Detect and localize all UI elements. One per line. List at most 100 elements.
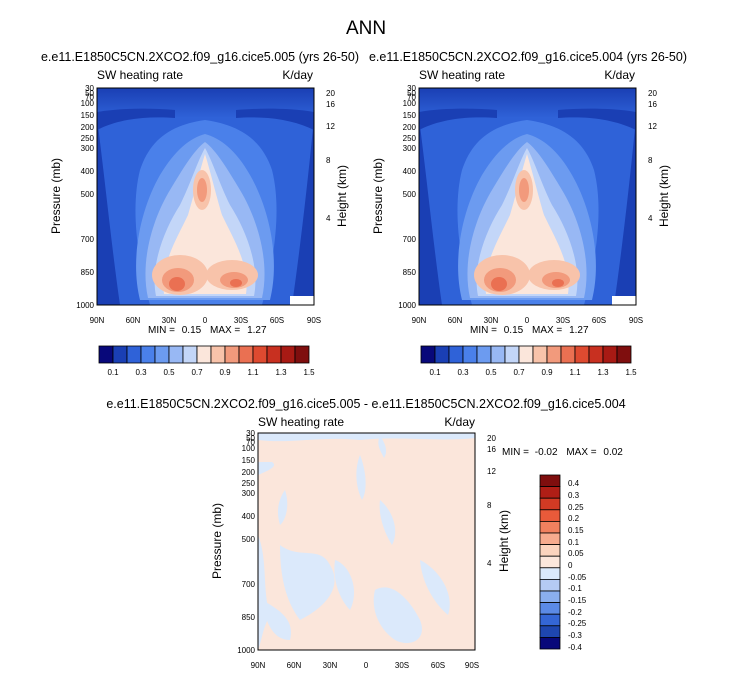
- colorbar-swatch: [539, 521, 561, 534]
- colorbar-label: 1.3: [597, 368, 609, 377]
- y-tick: 70: [246, 438, 255, 447]
- colorbar-label: 0: [568, 561, 573, 570]
- y-tick: 850: [242, 613, 256, 622]
- colorbar-swatch: [539, 579, 561, 592]
- panel-right-colorbar-labels: 0.1 0.3 0.5 0.7 0.9 1.1 1.3 1.5: [429, 368, 637, 377]
- colorbar-label: 0.3: [568, 491, 580, 500]
- y-tick: 30: [85, 84, 94, 93]
- max-label: MAX =: [210, 325, 240, 336]
- panel-diff-colorbar-labels: 0.4 0.3 0.25 0.2 0.15 0.1 0.05 0 -0.05 -…: [568, 479, 587, 652]
- max-value: 1.27: [247, 325, 267, 336]
- min-value: 0.15: [182, 325, 202, 336]
- height-tick: 16: [487, 445, 496, 454]
- colorbar-swatch: [574, 345, 590, 364]
- x-tick: 30S: [556, 316, 570, 325]
- colorbar-swatch: [616, 345, 632, 364]
- colorbar-swatch: [420, 345, 436, 364]
- colorbar-label: 1.1: [569, 368, 581, 377]
- panel-left-y-ticks: 30 50 70 100 150 200 250 300 400 500 700…: [76, 84, 94, 310]
- y-tick: 700: [242, 580, 256, 589]
- panel-left-variable: SW heating rate: [97, 68, 183, 82]
- panel-diff-right-ticks: 20 16 12 8 4: [487, 434, 496, 568]
- y-tick: 850: [81, 268, 95, 277]
- colorbar-swatch: [539, 474, 561, 488]
- colorbar-swatch: [280, 345, 296, 364]
- colorbar-swatch: [539, 602, 561, 615]
- y-tick: 300: [242, 489, 256, 498]
- colorbar-swatch: [539, 486, 561, 499]
- x-tick: 90S: [307, 316, 321, 325]
- panel-left-title: e.e11.E1850C5CN.2XCO2.f09_g16.cice5.005 …: [41, 50, 359, 64]
- y-tick: 150: [403, 111, 417, 120]
- x-tick: 0: [203, 316, 208, 325]
- panel-diff-field: [258, 433, 475, 650]
- x-tick: 30S: [395, 661, 409, 670]
- colorbar-label: 1.3: [275, 368, 287, 377]
- y-tick: 500: [242, 535, 256, 544]
- x-tick: 30N: [323, 661, 338, 670]
- height-tick: 8: [326, 156, 331, 165]
- panel-left-ylabel-right: Height (km): [335, 165, 349, 227]
- x-tick: 90N: [251, 661, 266, 670]
- page-title: ANN: [346, 18, 386, 39]
- panel-right: e.e11.E1850C5CN.2XCO2.f09_g16.cice5.004 …: [369, 50, 687, 377]
- panel-diff-ylabel: Pressure (mb): [210, 503, 224, 579]
- colorbar-swatch: [294, 345, 310, 364]
- panel-diff-units: K/day: [444, 415, 475, 429]
- y-tick: 200: [81, 123, 95, 132]
- colorbar-swatch: [539, 567, 561, 580]
- y-tick: 50: [246, 434, 255, 443]
- colorbar-swatch: [266, 345, 282, 364]
- min-value: 0.15: [504, 325, 524, 336]
- colorbar-swatch: [126, 345, 142, 364]
- colorbar-swatch: [462, 345, 478, 364]
- y-tick: 250: [403, 134, 417, 143]
- min-label: MIN =: [502, 447, 529, 458]
- colorbar-swatch: [448, 345, 464, 364]
- colorbar-swatch: [476, 345, 492, 364]
- height-tick: 20: [326, 89, 335, 98]
- panel-diff-title: e.e11.E1850C5CN.2XCO2.f09_g16.cice5.005 …: [106, 397, 625, 411]
- colorbar-label: 0.25: [568, 503, 584, 512]
- height-tick: 4: [487, 559, 492, 568]
- y-tick: 1000: [76, 301, 94, 310]
- colorbar-label: 1.5: [303, 368, 315, 377]
- colorbar-swatch: [588, 345, 604, 364]
- colorbar-swatch: [210, 345, 226, 364]
- panel-right-ylabel: Pressure (mb): [371, 158, 385, 234]
- colorbar-swatch: [539, 613, 561, 627]
- panel-right-field: [419, 88, 636, 305]
- colorbar-swatch: [112, 345, 128, 364]
- colorbar-label: -0.25: [568, 619, 587, 628]
- y-tick: 100: [81, 99, 95, 108]
- y-tick: 500: [403, 190, 417, 199]
- x-tick: 60S: [270, 316, 284, 325]
- y-tick: 300: [81, 144, 95, 153]
- height-tick: 16: [648, 100, 657, 109]
- height-tick: 12: [648, 122, 657, 131]
- x-tick: 60N: [126, 316, 141, 325]
- colorbar-swatch: [98, 345, 114, 364]
- y-tick: 200: [403, 123, 417, 132]
- height-tick: 8: [648, 156, 653, 165]
- x-tick: 30S: [234, 316, 248, 325]
- colorbar-swatch: [154, 345, 170, 364]
- y-tick: 500: [81, 190, 95, 199]
- panel-right-right-ticks: 20 16 12 8 4: [648, 89, 657, 223]
- y-tick: 1000: [237, 646, 255, 655]
- colorbar-label: 0.9: [541, 368, 553, 377]
- y-tick: 30: [407, 84, 416, 93]
- panel-left-x-ticks: 90N 60N 30N 0 30S 60S 90S: [90, 316, 321, 325]
- panel-right-variable: SW heating rate: [419, 68, 505, 82]
- panel-left-colorbar-labels: 0.1 0.3 0.5 0.7 0.9 1.1 1.3 1.5: [107, 368, 315, 377]
- y-tick: 700: [81, 235, 95, 244]
- panel-right-y-ticks: 30 50 70 100 150 200 250 300 400 500 700…: [398, 84, 416, 310]
- y-tick: 700: [403, 235, 417, 244]
- colorbar-swatch: [539, 590, 561, 604]
- colorbar-label: 0.1: [429, 368, 441, 377]
- colorbar-label: 0.7: [191, 368, 203, 377]
- colorbar-swatch: [518, 345, 534, 364]
- x-tick: 30N: [162, 316, 177, 325]
- colorbar-label: -0.15: [568, 596, 587, 605]
- panel-left-units: K/day: [282, 68, 313, 82]
